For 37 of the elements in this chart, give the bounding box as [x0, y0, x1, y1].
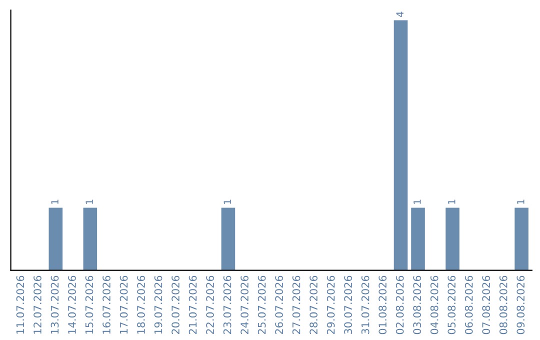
x-tick-label: 19.07.2026	[154, 276, 162, 334]
x-tick-label: 05.08.2026	[448, 276, 456, 334]
x-tick-label: 18.07.2026	[137, 276, 145, 334]
x-tick-label: 25.07.2026	[258, 276, 266, 334]
x-tick-label: 11.07.2026	[16, 276, 24, 334]
x-tick-label: 04.08.2026	[430, 276, 438, 334]
x-tick-label: 14.07.2026	[68, 276, 76, 334]
x-tick-label: 24.07.2026	[240, 276, 248, 334]
x-tick-label: 06.08.2026	[464, 276, 473, 334]
x-tick-label: 02.08.2026	[396, 276, 404, 334]
x-tick-label: 23.07.2026	[223, 276, 232, 334]
x-tick-label: 07.08.2026	[482, 276, 490, 334]
x-tick-label: 13.07.2026	[50, 276, 59, 334]
x-tick-label: 09.08.2026	[516, 276, 525, 334]
data-label: 1	[86, 200, 93, 204]
data-label: 1	[224, 200, 231, 204]
x-tick-label: 12.07.2026	[34, 276, 42, 334]
data-label: 1	[448, 200, 456, 204]
x-tick-label: 15.07.2026	[85, 276, 94, 334]
data-label: 1	[51, 200, 58, 204]
x-tick-label: 22.07.2026	[206, 276, 214, 334]
x-tick-label: 01.08.2026	[378, 276, 387, 334]
x-tick-label: 29.07.2026	[326, 276, 335, 334]
x-tick-label: 30.07.2026	[344, 276, 352, 334]
data-label: 4	[396, 12, 404, 17]
x-tick-label: 31.07.2026	[361, 276, 370, 334]
x-tick-label: 21.07.2026	[188, 276, 197, 334]
x-tick-label: 26.07.2026	[275, 276, 283, 334]
x-tick-label: 20.07.2026	[172, 276, 180, 334]
x-tick-label: 28.07.2026	[310, 276, 318, 334]
x-tick-label: 03.08.2026	[413, 276, 422, 334]
x-tick-label: 16.07.2026	[102, 276, 110, 334]
x-tick-label: 27.07.2026	[292, 276, 300, 334]
data-label: 1	[414, 200, 421, 204]
data-label: 1	[517, 200, 524, 204]
x-tick-label: 08.08.2026	[499, 276, 508, 334]
x-tick-label: 17.07.2026	[120, 276, 128, 334]
